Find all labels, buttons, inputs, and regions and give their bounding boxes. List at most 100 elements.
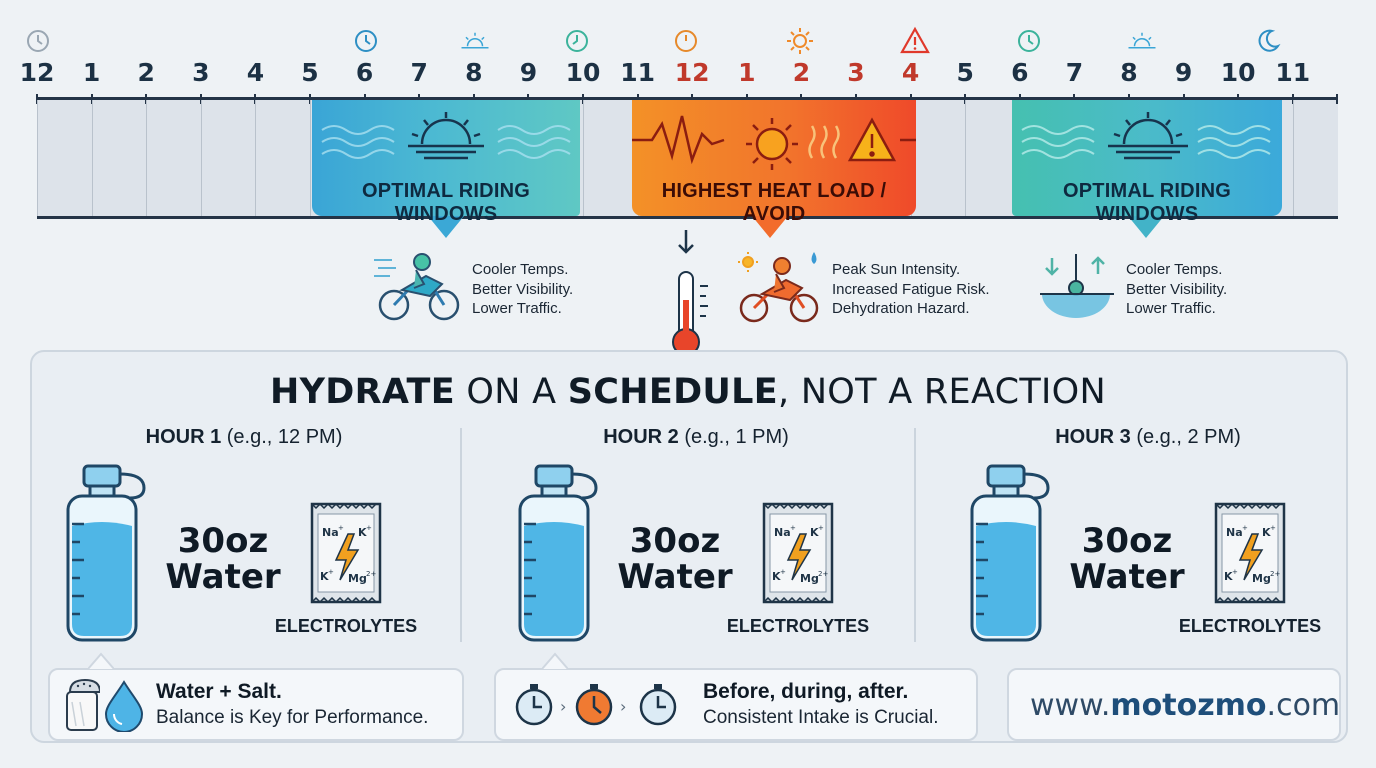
- svg-text:+: +: [338, 524, 344, 532]
- electrolytes-label: ELECTROLYTES: [274, 616, 418, 636]
- thermometer-icon: [672, 230, 708, 356]
- sunset-icon: [1128, 32, 1156, 49]
- hour-gridline: [91, 100, 93, 216]
- electrolytes-label: ELECTROLYTES: [726, 616, 870, 636]
- stopwatch-sequence-icon: › ›: [515, 684, 677, 726]
- hour-tick: [1291, 94, 1294, 104]
- electrolyte-packet-icon: Na + K +K + Mg 2+: [310, 502, 382, 604]
- hour-tick: [745, 94, 748, 104]
- hour-gridline: [310, 100, 311, 216]
- hour-label: 10: [565, 58, 601, 87]
- card-pointer: [542, 652, 568, 670]
- electrolyte-packet-icon: Na + K +K + Mg 2+: [1214, 502, 1286, 604]
- evening-band-label: OPTIMAL RIDING WINDOWS: [1063, 180, 1231, 225]
- hour-label: 3: [847, 58, 865, 87]
- note-line: Lower Traffic.: [1126, 300, 1216, 317]
- hour-tick: [145, 94, 148, 104]
- water-amount: 30oz Water: [1062, 523, 1192, 595]
- hour-gridline: [1292, 100, 1294, 216]
- svg-text:+: +: [1270, 524, 1276, 532]
- clock-icon: [566, 30, 588, 52]
- url-brand: motozmo: [1110, 688, 1267, 723]
- hour-gridline: [146, 100, 148, 216]
- potassium-label: K: [358, 526, 367, 539]
- svg-text:›: ›: [620, 697, 626, 716]
- hour-tick: [1336, 94, 1338, 104]
- url-prefix: www.: [1030, 688, 1111, 723]
- magnesium-label: Mg: [1252, 572, 1271, 585]
- electrolytes-label: ELECTROLYTES: [1178, 616, 1322, 636]
- water-bottle-icon: [518, 464, 598, 642]
- hour-example: (e.g., 12 PM): [221, 426, 343, 448]
- hour-label: 4: [246, 58, 265, 87]
- heat-band-pointer: [752, 216, 788, 238]
- note-line: Better Visibility.: [1126, 280, 1228, 298]
- warning-icon: [900, 26, 930, 54]
- note-line: Peak Sun Intensity.: [832, 261, 961, 278]
- water-drop-icon: [104, 680, 144, 732]
- hour-tick: [90, 94, 93, 104]
- hour-tick: [964, 94, 967, 104]
- hour-tick: [1128, 94, 1130, 104]
- hour-tick: [254, 94, 257, 104]
- hour-label: 7: [1065, 58, 1084, 87]
- water-unit: Water: [1069, 557, 1185, 597]
- note-line: Dehydration Hazard.: [832, 300, 970, 317]
- hour-title: HOUR 2 (e.g., 1 PM): [546, 426, 846, 449]
- evening-band-pointer: [1128, 216, 1164, 238]
- hour-label: 6: [1011, 58, 1029, 87]
- magnesium-label: Mg: [800, 572, 819, 585]
- potassium-label: K: [1224, 570, 1233, 583]
- svg-text:+: +: [366, 524, 372, 532]
- heat-warning-icons: [632, 115, 916, 170]
- hour-tick: [199, 94, 202, 104]
- hour-number: HOUR 3: [1055, 426, 1131, 448]
- evening-notes: Cooler Temps. Better Visibility. Lower T…: [1126, 260, 1227, 319]
- hour-tick: [691, 94, 694, 104]
- hour-label: 11: [620, 58, 655, 87]
- hour-label: 4: [901, 58, 920, 87]
- hour-tick: [800, 94, 803, 104]
- hour-tick: [363, 94, 366, 104]
- hour-label: 1: [738, 58, 756, 87]
- hour-label: 8: [465, 58, 483, 87]
- hour-label: 8: [1120, 58, 1138, 87]
- electrolyte-packet-icon: Na + K +K + Mg 2+: [762, 502, 834, 604]
- potassium-label: K: [1262, 526, 1271, 539]
- svg-text:+: +: [328, 568, 334, 576]
- water-quantity: 30oz: [177, 521, 269, 561]
- hour-label: 6: [355, 58, 374, 87]
- hour-label: 12: [674, 58, 710, 87]
- morning-band-label: OPTIMAL RIDING WINDOWS: [362, 180, 530, 225]
- magnesium-label: Mg: [348, 572, 367, 585]
- svg-text:2+: 2+: [818, 570, 828, 578]
- clock-icon: [27, 30, 49, 52]
- column-divider: [460, 428, 462, 642]
- svg-text:+: +: [780, 568, 786, 576]
- svg-text:+: +: [1232, 568, 1238, 576]
- hour-title: HOUR 3 (e.g., 2 PM): [998, 426, 1298, 449]
- headline-word: , NOT A REACTION: [777, 372, 1106, 412]
- morning-band-pointer: [428, 216, 464, 238]
- url-suffix: .com: [1266, 688, 1341, 723]
- hour-label: 1: [82, 58, 101, 87]
- svg-text:+: +: [790, 524, 796, 532]
- hour-gridline: [965, 100, 967, 216]
- water-bottle-icon: [970, 464, 1050, 642]
- moon-icon: [1258, 29, 1281, 52]
- water-amount: 30oz Water: [610, 523, 740, 595]
- note-line: Better Visibility.: [472, 280, 574, 298]
- hour-title: HOUR 1 (e.g., 12 PM): [94, 426, 394, 449]
- hour-tick: [1182, 94, 1185, 104]
- hour-tick: [309, 94, 311, 104]
- website-link[interactable]: www.motozmo.com: [1030, 688, 1340, 723]
- sun-icon: [787, 28, 813, 54]
- headline-word: HYDRATE: [270, 372, 455, 412]
- column-divider: [914, 428, 916, 642]
- water-unit: Water: [617, 557, 733, 597]
- hour-gridline: [583, 100, 584, 216]
- hour-label: 3: [192, 58, 210, 87]
- sodium-label: Na: [774, 526, 791, 539]
- hour-number: HOUR 2: [603, 426, 679, 448]
- note-line: Cooler Temps.: [472, 261, 569, 278]
